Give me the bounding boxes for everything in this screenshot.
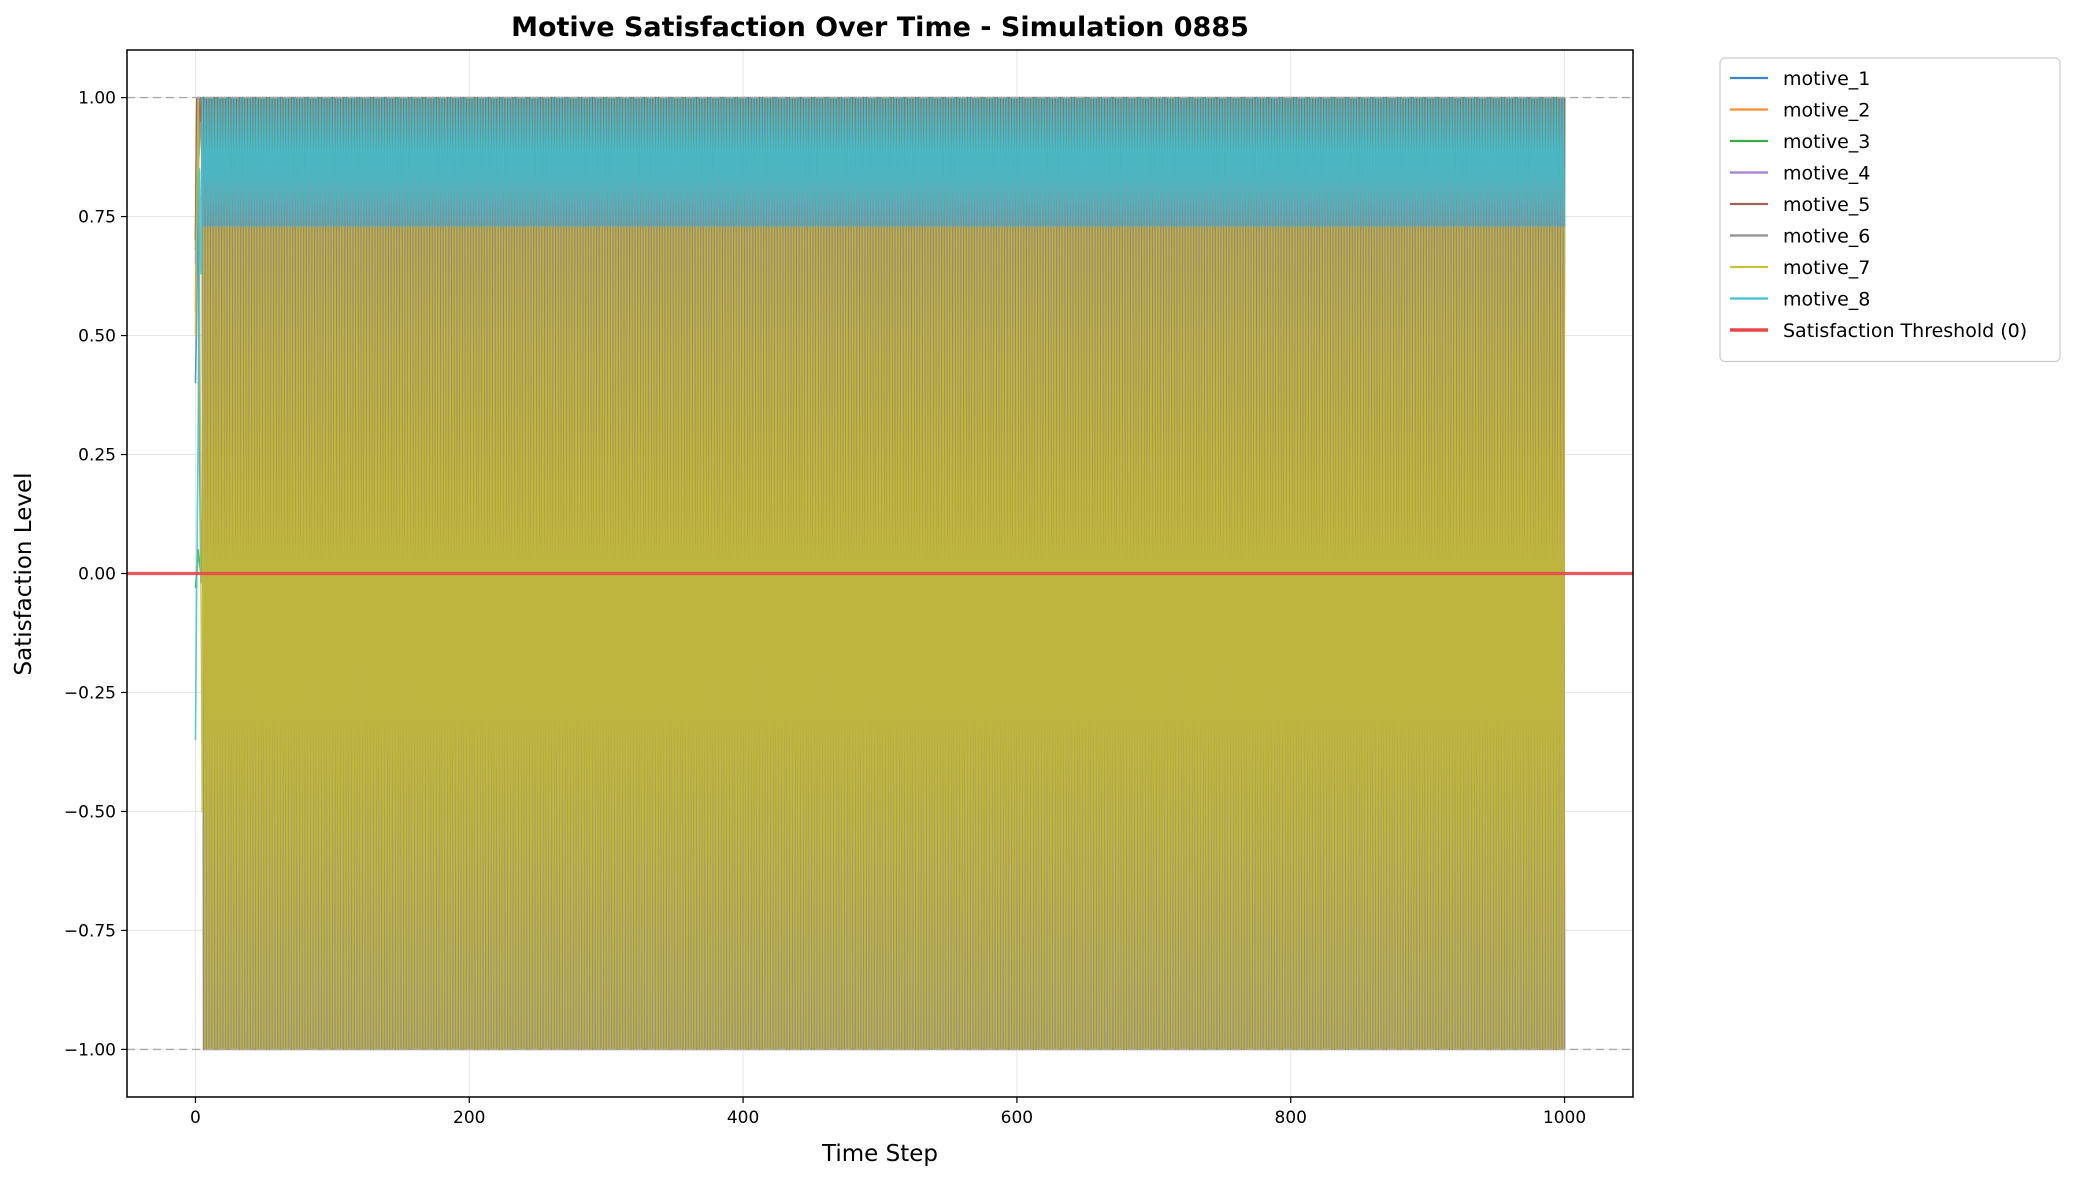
chart-title: Motive Satisfaction Over Time - Simulati… [511, 12, 1249, 43]
legend-label: motive_8 [1783, 289, 1870, 311]
legend-label: Satisfaction Threshold (0) [1783, 320, 2027, 342]
x-tick-label: 600 [1001, 1108, 1033, 1128]
axis-ticks: 0 200 400 600 800 1000 1.00 0.75 0.50 0.25 0.00 −0.… [64, 89, 1586, 1128]
x-tick-label: 800 [1275, 1108, 1307, 1128]
legend: motive_1 motive_2 motive_3 motive_4 motive_5… [1719, 57, 2061, 363]
legend-label: motive_2 [1783, 100, 1870, 122]
x-tick-label: 400 [727, 1108, 759, 1128]
series-lines [194, 96, 1566, 1051]
x-axis-label: Time Step [821, 1141, 938, 1167]
y-tick-label: −0.25 [64, 683, 116, 703]
y-tick-label: 0.00 [78, 565, 116, 585]
legend-label: motive_6 [1783, 226, 1870, 248]
legend-box [1719, 57, 2061, 363]
y-tick-label: −0.75 [64, 921, 116, 941]
y-tick-label: 0.75 [78, 208, 116, 228]
legend-label: motive_5 [1783, 194, 1870, 216]
x-tick-label: 1000 [1543, 1108, 1586, 1128]
x-tick-label: 200 [453, 1108, 485, 1128]
legend-label: motive_1 [1783, 68, 1870, 90]
legend-label: motive_3 [1783, 131, 1870, 153]
y-tick-label: 0.50 [78, 327, 116, 347]
legend-label: motive_7 [1783, 257, 1870, 279]
y-tick-label: 0.25 [78, 446, 116, 466]
series-line-motive_8 [194, 96, 1566, 741]
x-tick-label: 0 [190, 1108, 201, 1128]
y-tick-label: −0.50 [64, 802, 116, 822]
y-tick-label: −1.00 [64, 1040, 116, 1060]
y-tick-label: 1.00 [78, 89, 116, 109]
legend-label: motive_4 [1783, 163, 1870, 185]
y-axis-label: Satisfaction Level [11, 472, 37, 675]
reference-lines [127, 96, 1633, 1051]
